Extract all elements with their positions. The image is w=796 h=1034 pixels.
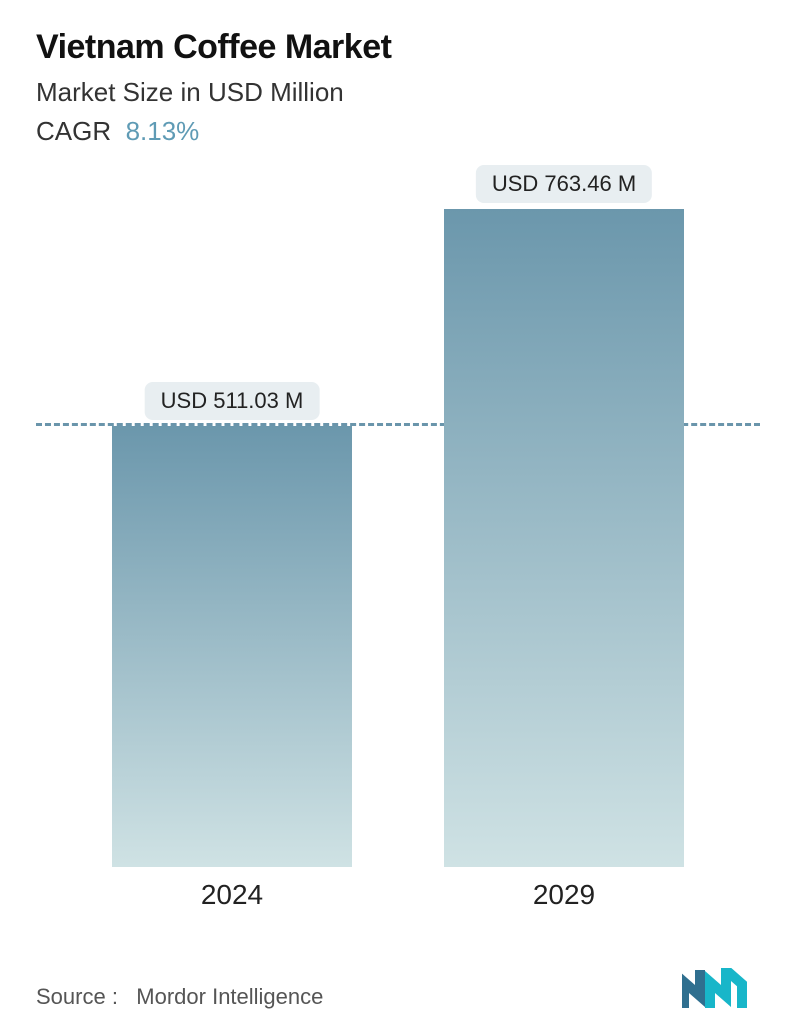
- x-axis-label: 2029: [444, 879, 684, 911]
- bar-slot: USD 511.03 M: [112, 177, 352, 867]
- source-attribution: Source : Mordor Intelligence: [36, 984, 323, 1010]
- source-name: Mordor Intelligence: [136, 984, 323, 1009]
- chart-plot-area: USD 511.03 M USD 763.46 M: [36, 177, 760, 867]
- chart-footer: Source : Mordor Intelligence: [36, 968, 760, 1010]
- cagr-line: CAGR 8.13%: [36, 116, 760, 147]
- bar-slot: USD 763.46 M: [444, 177, 684, 867]
- chart-subtitle: Market Size in USD Million: [36, 77, 760, 108]
- brand-logo-icon: [682, 968, 760, 1010]
- x-axis: 2024 2029: [36, 867, 760, 911]
- bar-value-label: USD 763.46 M: [476, 165, 652, 203]
- bar: USD 511.03 M: [112, 426, 352, 867]
- chart-title: Vietnam Coffee Market: [36, 28, 760, 67]
- source-prefix: Source :: [36, 984, 118, 1009]
- x-axis-label: 2024: [112, 879, 352, 911]
- bars-container: USD 511.03 M USD 763.46 M: [36, 177, 760, 867]
- bar: USD 763.46 M: [444, 209, 684, 867]
- bar-value-label: USD 511.03 M: [145, 382, 320, 420]
- cagr-value: 8.13%: [126, 116, 200, 146]
- cagr-label: CAGR: [36, 116, 111, 146]
